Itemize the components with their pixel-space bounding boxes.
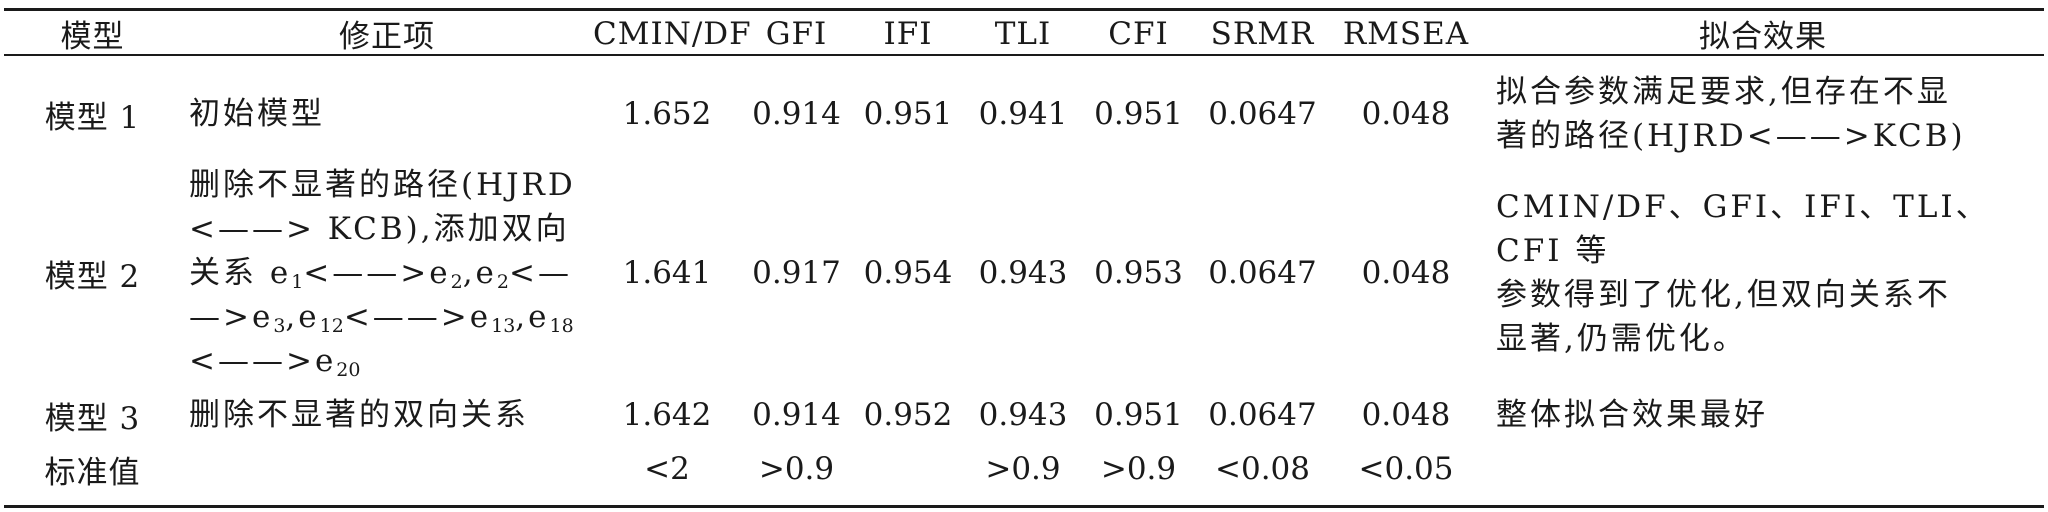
srmr-cell: 0.0647 bbox=[1208, 255, 1317, 291]
srmr-cell: 0.0647 bbox=[1208, 96, 1317, 132]
header-cfi: CFI bbox=[1108, 15, 1169, 52]
cfi-cell: 0.951 bbox=[1094, 96, 1183, 132]
table-row-standard: 标准值 <2 >0.9 >0.9 >0.9 <0.08 <0.05 bbox=[4, 444, 2044, 494]
model-cell: 模型 1 bbox=[44, 99, 141, 136]
cfi-cell: 0.951 bbox=[1094, 397, 1183, 433]
table-row-model-3: 模型 3 删除不显著的双向关系 1.642 0.914 0.952 0.943 … bbox=[4, 386, 2044, 444]
ifi-cell: 0.951 bbox=[863, 96, 953, 132]
fit-effect-cell: 拟合参数满足要求,但存在不显 著的路径(HJRD<——>KCB) bbox=[1482, 68, 2044, 160]
tli-cell: 0.943 bbox=[978, 255, 1068, 291]
effect-line: 参数得到了优化,但双向关系不 bbox=[1496, 277, 1951, 313]
gfi-cell: 0.917 bbox=[752, 255, 841, 291]
modification-line: —>e3,e12<——>e13,e18 bbox=[189, 299, 574, 337]
header-rule bbox=[4, 54, 2044, 56]
header-fit-effect: 拟合效果 bbox=[1699, 19, 1827, 55]
cfi-cell: 0.953 bbox=[1094, 255, 1183, 291]
modification-line: <——>e20 bbox=[189, 343, 361, 381]
header-ifi: IFI bbox=[883, 15, 933, 52]
model-cell: 模型 3 bbox=[44, 400, 141, 437]
cmin-df-cell: <2 bbox=[644, 451, 690, 487]
effect-line: 著的路径(HJRD<——>KCB) bbox=[1496, 118, 1966, 154]
header-rmsea: RMSEA bbox=[1342, 15, 1470, 52]
model-fit-table: 模型 修正项 CMIN/DF GFI IFI TLI CFI SRMR RMSE… bbox=[4, 11, 2044, 494]
srmr-cell: 0.0647 bbox=[1208, 397, 1317, 433]
cfi-cell: >0.9 bbox=[1100, 451, 1177, 487]
header-modification: 修正项 bbox=[339, 19, 435, 55]
modification-line: <——> KCB),添加双向 bbox=[189, 211, 570, 247]
fit-effect-cell bbox=[1482, 444, 2044, 494]
effect-line: 拟合参数满足要求,但存在不显 bbox=[1496, 74, 1951, 110]
effect-line: 显著,仍需优化。 bbox=[1496, 321, 1747, 357]
gfi-cell: 0.914 bbox=[752, 96, 841, 132]
srmr-cell: <0.08 bbox=[1215, 451, 1310, 487]
modification-cell: 初始模型 bbox=[189, 96, 325, 132]
modification-cell bbox=[181, 444, 593, 494]
tli-cell: >0.9 bbox=[985, 451, 1061, 487]
cmin-df-cell: 1.641 bbox=[622, 255, 712, 291]
gfi-cell: 0.914 bbox=[752, 397, 841, 433]
header-tli: TLI bbox=[994, 15, 1052, 52]
tli-cell: 0.943 bbox=[978, 397, 1068, 433]
cmin-df-cell: 1.652 bbox=[622, 96, 712, 132]
effect-line: CMIN/DF、GFI、IFI、TLI、CFI 等 bbox=[1496, 189, 1990, 269]
spacer-row bbox=[4, 56, 2044, 68]
gfi-cell: >0.9 bbox=[758, 451, 835, 487]
ifi-cell: 0.952 bbox=[863, 397, 953, 433]
bottom-rule bbox=[4, 505, 2044, 508]
header-gfi: GFI bbox=[765, 15, 828, 52]
fit-effect-cell: 整体拟合效果最好 bbox=[1496, 397, 1768, 433]
table-row-model-1: 模型 1 初始模型 1.652 0.914 0.951 0.941 0.951 … bbox=[4, 68, 2044, 160]
cmin-df-cell: 1.642 bbox=[622, 397, 712, 433]
top-rule bbox=[4, 8, 2044, 11]
model-cell: 标准值 bbox=[44, 454, 141, 491]
tli-cell: 0.941 bbox=[978, 96, 1068, 132]
modification-line: 删除不显著的路径(HJRD bbox=[189, 167, 576, 203]
table-row-model-2: 模型 2 删除不显著的路径(HJRD <——> KCB),添加双向 关系 e1<… bbox=[4, 160, 2044, 386]
header-cmin-df: CMIN/DF bbox=[593, 15, 752, 52]
model-cell: 模型 2 bbox=[44, 258, 141, 295]
rmsea-cell: 0.048 bbox=[1361, 255, 1451, 291]
rmsea-cell: 0.048 bbox=[1361, 397, 1451, 433]
modification-cell: 删除不显著的双向关系 bbox=[189, 397, 529, 433]
ifi-cell: 0.954 bbox=[863, 255, 953, 291]
rmsea-cell: <0.05 bbox=[1358, 451, 1454, 487]
rmsea-cell: 0.048 bbox=[1361, 96, 1451, 132]
header-srmr: SRMR bbox=[1210, 15, 1315, 52]
header-row: 模型 修正项 CMIN/DF GFI IFI TLI CFI SRMR RMSE… bbox=[4, 11, 2044, 56]
modification-line: 关系 e1<——>e2,e2<— bbox=[189, 255, 572, 293]
fit-effect-cell: CMIN/DF、GFI、IFI、TLI、CFI 等 参数得到了优化,但双向关系不… bbox=[1482, 160, 2044, 386]
ifi-cell bbox=[852, 444, 964, 494]
header-model: 模型 bbox=[60, 19, 125, 55]
modification-cell: 删除不显著的路径(HJRD <——> KCB),添加双向 关系 e1<——>e2… bbox=[181, 160, 593, 386]
